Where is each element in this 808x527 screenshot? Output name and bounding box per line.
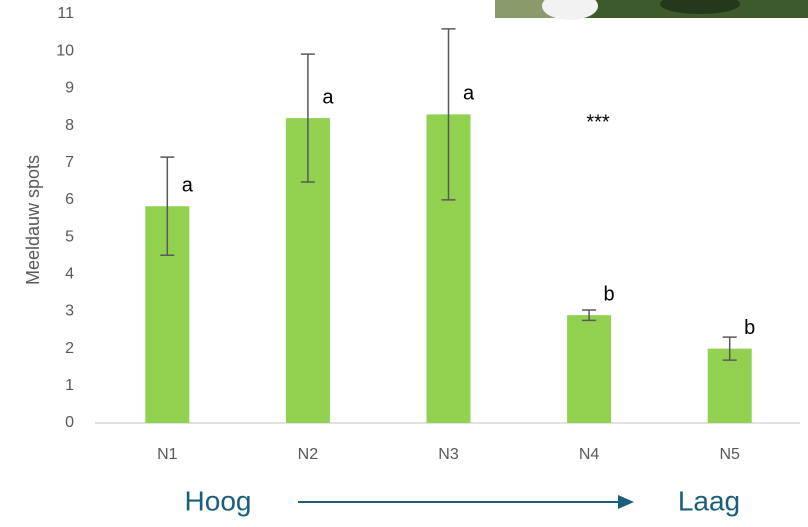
- y-tick-label: 5: [65, 228, 74, 245]
- significance-label: a: [322, 86, 334, 108]
- y-tick-label: 11: [57, 5, 74, 22]
- significance-label: b: [744, 317, 755, 339]
- significance-label: a: [463, 83, 475, 105]
- significance-label: b: [604, 283, 615, 305]
- y-tick-label: 4: [65, 265, 74, 282]
- y-axis-title: Meeldauw spots: [23, 155, 43, 285]
- y-tick-label: 3: [65, 303, 74, 320]
- photo: [495, 0, 808, 20]
- y-tick-label: 10: [56, 42, 74, 59]
- error-bar: [160, 156, 175, 257]
- y-tick-label: 9: [65, 80, 74, 97]
- x-tick-label: N1: [157, 446, 178, 463]
- x-tick-label: N5: [719, 446, 740, 463]
- arrow-end-label: Laag: [678, 485, 740, 516]
- y-tick-label: 2: [65, 340, 74, 357]
- error-bar: [582, 309, 597, 322]
- arrow-start-label: Hoog: [185, 485, 252, 516]
- y-tick-label: 8: [65, 117, 74, 134]
- y-tick-label: 6: [65, 191, 74, 208]
- bar: [567, 315, 612, 423]
- y-tick-label: 0: [65, 414, 74, 431]
- y-tick-label: 1: [65, 377, 74, 394]
- significance-label: a: [182, 175, 194, 197]
- y-tick-label: 7: [65, 154, 74, 171]
- x-tick-label: N2: [298, 446, 319, 463]
- x-tick-label: N4: [579, 446, 600, 463]
- bar: [707, 348, 752, 423]
- error-bar: [441, 28, 456, 201]
- error-bar: [300, 53, 315, 183]
- arrow-head: [618, 495, 634, 509]
- annotation: ***: [586, 111, 610, 133]
- error-bar: [722, 336, 737, 361]
- x-tick-label: N3: [438, 446, 459, 463]
